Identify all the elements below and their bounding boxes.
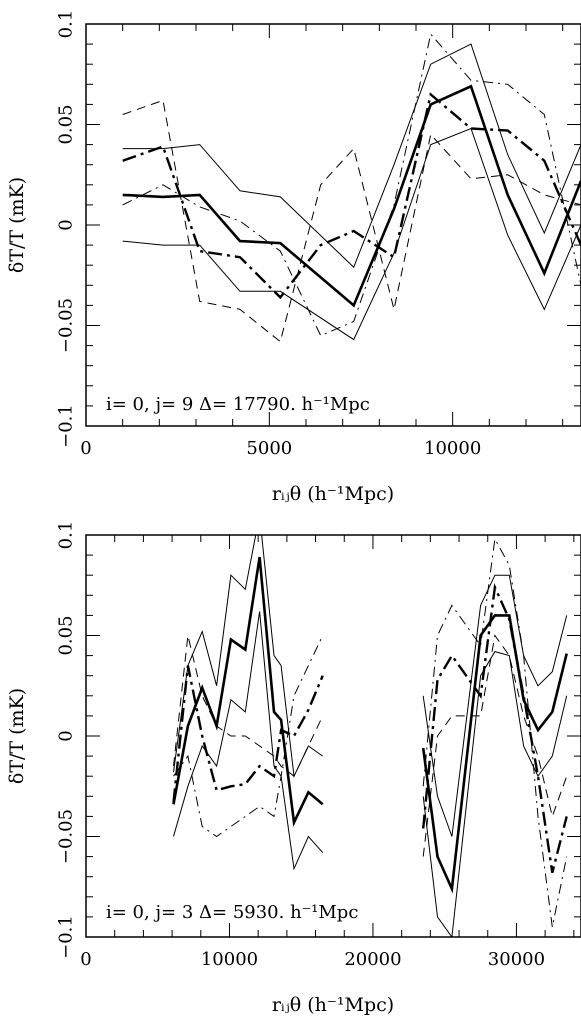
panel-top: 0 5000 10000 −0.1 −0.05 0 0.05 0.1 i= 0, j= 9 Δ… xyxy=(6,10,581,505)
series-1-thick-line xyxy=(421,614,568,894)
tick-marks-bottom xyxy=(85,534,581,938)
series-5-thindashdot-line xyxy=(422,537,568,928)
x-tick-label: 10000 xyxy=(424,438,481,459)
series-1-thick-line xyxy=(122,84,581,308)
y-tick-label: 0 xyxy=(56,730,77,741)
series-3-thin-line xyxy=(122,127,581,341)
x-tick-label: 0 xyxy=(80,949,91,970)
axes-frame-top xyxy=(85,23,581,427)
y-tick-label: 0.1 xyxy=(56,521,77,550)
series-6-thindash-line xyxy=(122,99,581,343)
y-tick-label: 0.05 xyxy=(56,615,77,655)
series-4-thickdashdot-line xyxy=(122,92,581,300)
x-tick-label: 20000 xyxy=(344,949,401,970)
y-tick-label: 0.1 xyxy=(56,10,77,39)
y-tick-label: 0.05 xyxy=(56,104,77,144)
y-tick-label: 0 xyxy=(56,219,77,230)
series-4-thickdashdot-line xyxy=(422,582,568,873)
xlabel-bottom: rᵢⱼθ (h⁻¹Mpc) xyxy=(272,994,394,1016)
x-tick-label: 5000 xyxy=(246,438,292,459)
series-5-thindashdot-line xyxy=(122,33,581,337)
series-3-thin-line xyxy=(173,611,324,871)
y-tick-label: −0.05 xyxy=(56,809,77,864)
panel-bottom: 0 10000 20000 30000 −0.1 −0.05 0 0.05 0.1 i= 0, … xyxy=(6,521,581,1016)
y-tick-label: −0.1 xyxy=(56,915,77,959)
y-tick-label: −0.1 xyxy=(56,404,77,448)
axes-frame-bottom xyxy=(85,534,581,938)
tick-labels-bottom: 0 10000 20000 30000 −0.1 −0.05 0 0.05 0.1 xyxy=(56,521,546,970)
x-tick-label: 10000 xyxy=(201,949,258,970)
series-2-thin-line xyxy=(422,574,568,837)
series-3-thin-line xyxy=(422,651,568,937)
series-4-thickdashdot-line xyxy=(172,665,324,803)
ylabel-bottom: δT/T (mK) xyxy=(6,688,28,784)
series-1-thick-line xyxy=(172,556,324,827)
plot-area-top xyxy=(122,33,581,343)
x-tick-label: 0 xyxy=(80,438,91,459)
series-5-thindashdot-line xyxy=(173,635,324,838)
annotation-bottom: i= 0, j= 3 Δ= 5930. h⁻¹Mpc xyxy=(106,902,358,923)
series-2-thin-line xyxy=(122,43,581,269)
y-tick-label: −0.05 xyxy=(56,298,77,353)
annotation-top: i= 0, j= 9 Δ= 17790. h⁻¹Mpc xyxy=(106,394,370,415)
series-2-thin-line xyxy=(173,535,323,778)
x-tick-label: 30000 xyxy=(488,949,545,970)
ylabel-top: δT/T (mK) xyxy=(6,177,28,273)
tick-labels-top: 0 5000 10000 −0.1 −0.05 0 0.05 0.1 xyxy=(56,10,482,459)
xlabel-top: rᵢⱼθ (h⁻¹Mpc) xyxy=(272,483,394,505)
plot-area-bottom xyxy=(172,535,568,937)
series-6-thindash-line xyxy=(173,635,324,777)
